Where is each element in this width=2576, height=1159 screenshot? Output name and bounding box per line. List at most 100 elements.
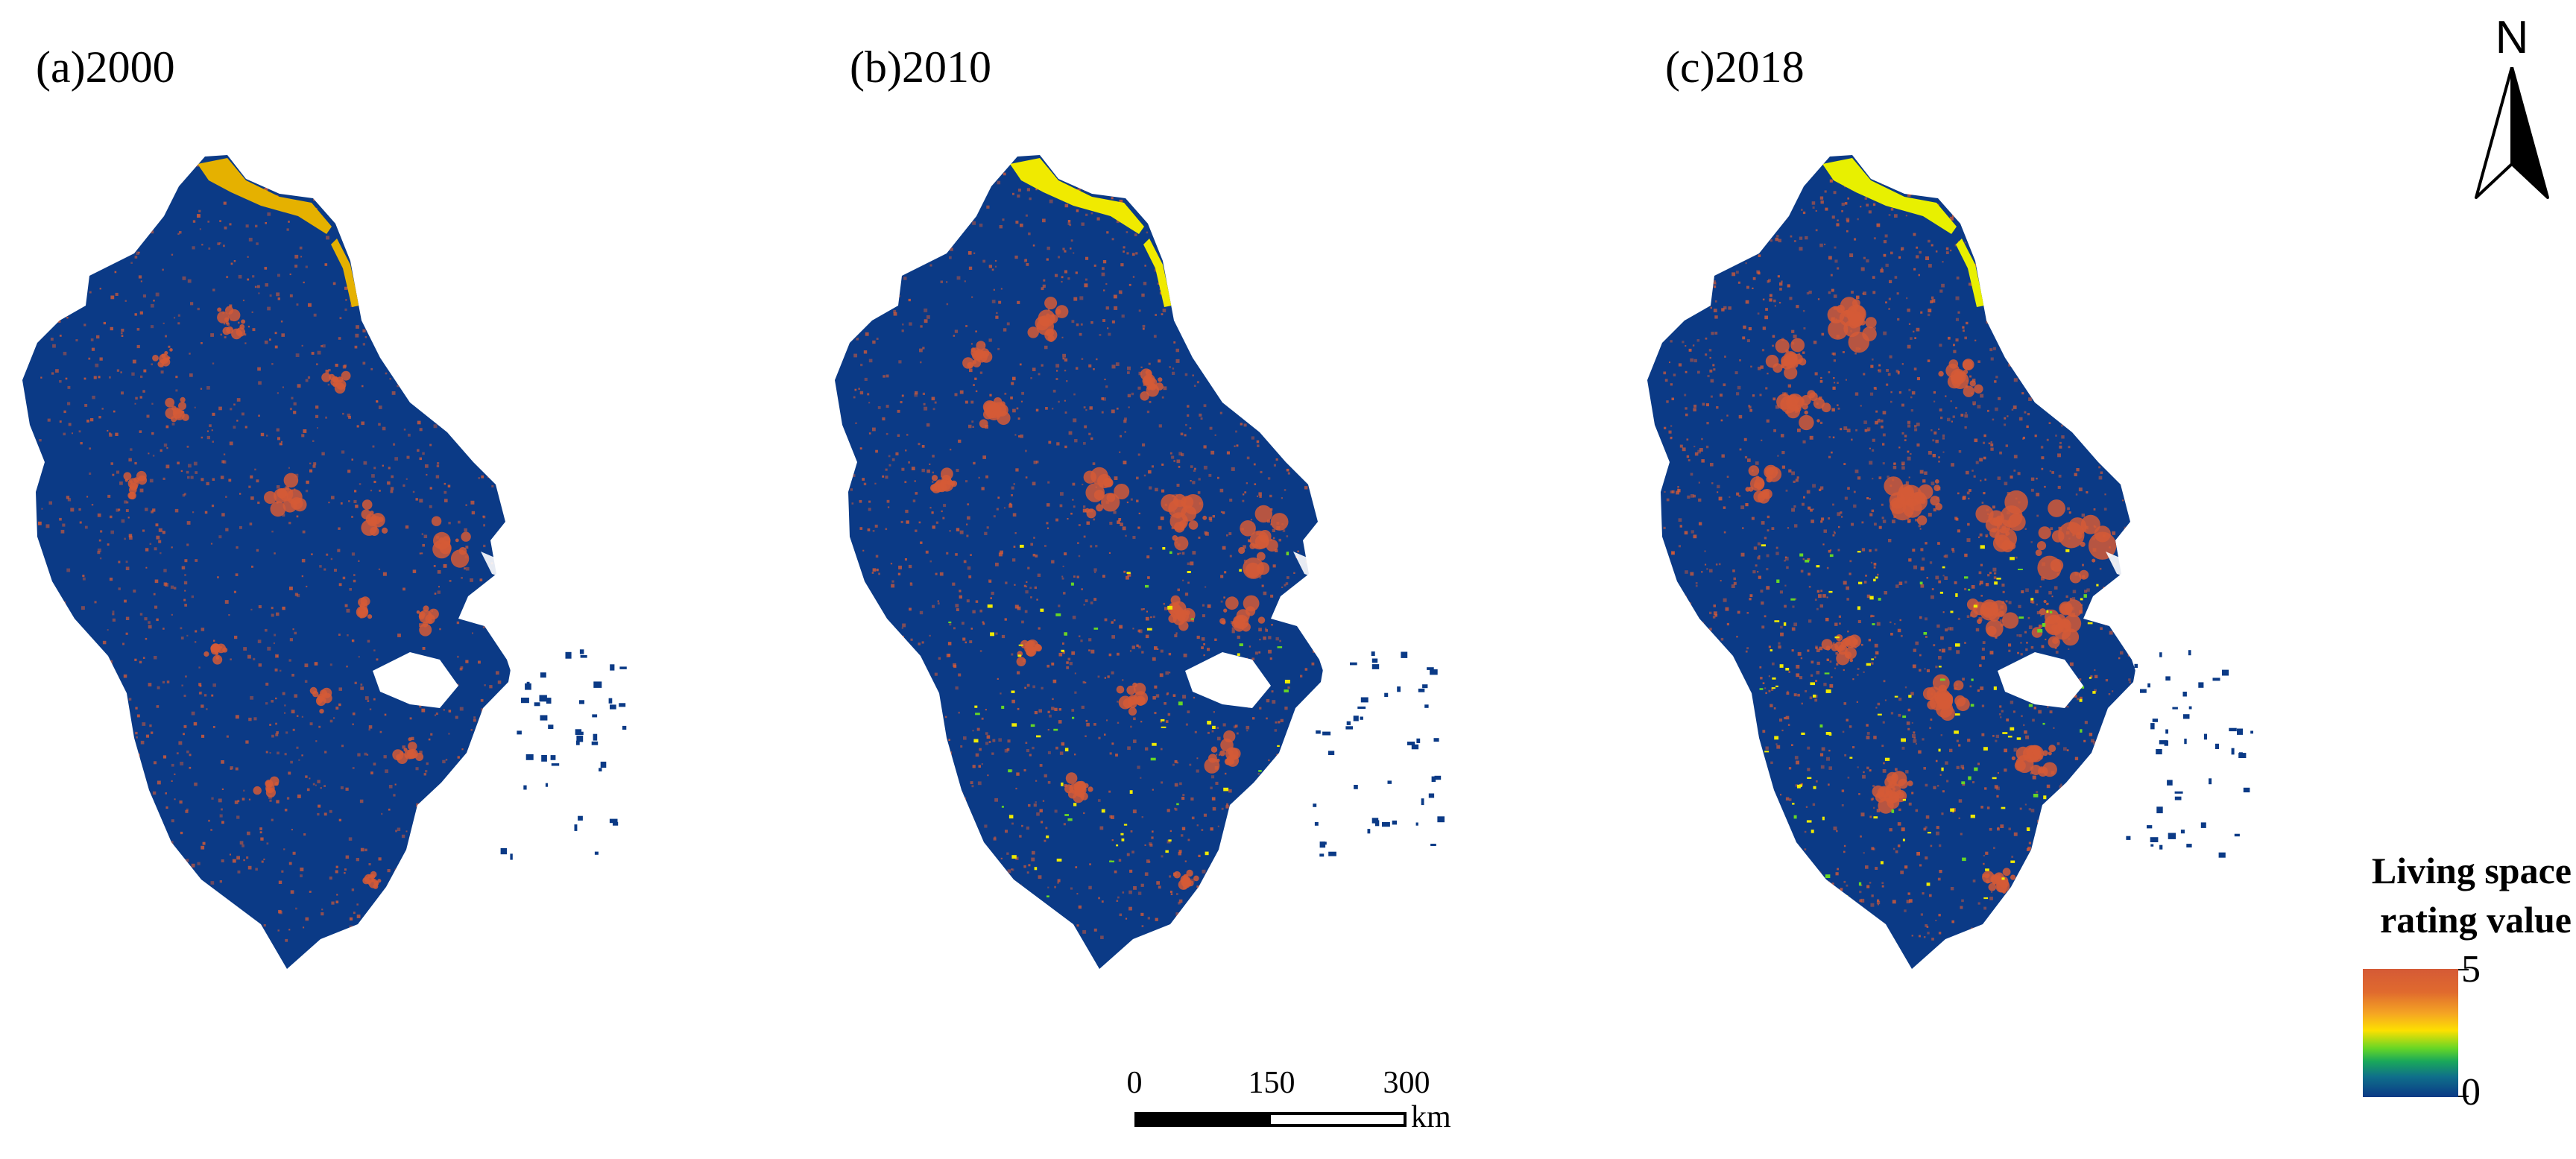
scale-bar	[1134, 1112, 1407, 1127]
island	[2147, 825, 2153, 829]
island	[2180, 830, 2185, 834]
island	[2231, 748, 2235, 755]
island	[534, 702, 540, 707]
island	[619, 703, 626, 707]
island	[2215, 743, 2219, 749]
island	[594, 851, 599, 855]
region-map	[1647, 155, 2253, 969]
island	[578, 815, 583, 821]
island	[1328, 851, 1336, 856]
island	[1353, 716, 1359, 721]
island	[500, 847, 507, 855]
estuary	[2109, 611, 2244, 682]
island	[1328, 751, 1335, 755]
island	[2186, 844, 2192, 847]
island	[1371, 664, 1380, 669]
island	[2150, 844, 2154, 847]
island	[1313, 803, 1317, 807]
island	[580, 654, 587, 658]
island	[1384, 692, 1389, 697]
bay	[1185, 652, 1271, 708]
island	[592, 714, 598, 718]
island	[599, 768, 602, 771]
island	[2134, 663, 2138, 668]
island	[593, 733, 598, 741]
island	[525, 754, 534, 760]
island	[619, 666, 627, 669]
land-area	[1647, 155, 2139, 969]
island	[575, 731, 584, 736]
north-letter: N	[2495, 12, 2529, 63]
island	[579, 649, 584, 654]
coastal-zone	[1822, 158, 1957, 234]
island	[2126, 836, 2131, 840]
scale-tick-150: 150	[1248, 1066, 1295, 1100]
north-arrow: N	[2467, 15, 2557, 201]
legend-title-line2: rating value	[2380, 899, 2572, 941]
island	[1382, 822, 1390, 827]
island	[1367, 829, 1371, 834]
island	[1424, 704, 1429, 708]
island	[525, 683, 531, 690]
island	[2200, 822, 2206, 828]
island	[610, 664, 615, 671]
island	[2147, 683, 2150, 688]
island	[2250, 730, 2253, 734]
island	[539, 695, 547, 702]
coastal-zone	[198, 158, 332, 234]
island	[574, 824, 578, 831]
map-panel-2018	[1647, 134, 2303, 969]
island	[1316, 730, 1321, 734]
island	[545, 783, 548, 787]
island	[1392, 820, 1398, 825]
scale-unit: km	[1411, 1100, 1451, 1134]
island	[2188, 706, 2192, 710]
island	[2188, 650, 2191, 656]
island	[1437, 816, 1445, 823]
island	[2237, 728, 2243, 735]
land-area	[835, 155, 1327, 969]
legend-tick-min	[2458, 1096, 2469, 1097]
island	[2203, 733, 2207, 740]
island	[2150, 723, 2155, 730]
legend-title-line1: Living space	[2371, 850, 2572, 891]
island	[1407, 742, 1415, 745]
island	[2229, 727, 2237, 732]
island	[1433, 738, 1439, 742]
island	[1401, 651, 1408, 658]
island	[1374, 820, 1380, 827]
legend-max-label: 5	[2461, 948, 2481, 991]
island	[1346, 721, 1351, 725]
island	[2238, 752, 2243, 755]
island	[1354, 785, 1358, 789]
island	[1428, 793, 1435, 798]
island	[610, 704, 616, 710]
island	[591, 741, 599, 745]
scale-tick-0: 0	[1126, 1066, 1143, 1100]
island	[2156, 806, 2163, 814]
island	[1314, 821, 1319, 826]
island	[1422, 684, 1428, 689]
region-map	[22, 155, 627, 969]
island	[1357, 706, 1366, 710]
island	[2168, 833, 2176, 839]
island	[622, 725, 627, 730]
island	[2218, 852, 2226, 858]
island	[2234, 833, 2240, 837]
island	[1387, 780, 1392, 784]
island	[2159, 652, 2162, 657]
island	[510, 853, 513, 860]
island	[608, 698, 613, 704]
island	[1345, 726, 1353, 730]
island	[2174, 796, 2182, 800]
island	[2212, 678, 2220, 681]
island	[575, 740, 580, 745]
scale-tick-300: 300	[1383, 1066, 1430, 1100]
island	[1322, 731, 1331, 736]
island	[2182, 692, 2187, 697]
island	[593, 681, 602, 688]
island	[613, 821, 619, 826]
island	[2209, 778, 2212, 785]
island	[500, 669, 506, 672]
island	[2167, 780, 2173, 786]
